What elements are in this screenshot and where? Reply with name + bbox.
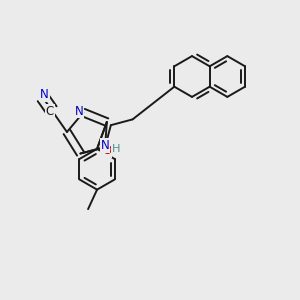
Text: C: C [46,105,54,118]
Text: H: H [112,144,121,154]
Text: N: N [101,139,110,152]
Text: N: N [40,88,49,101]
Text: N: N [74,104,83,118]
Text: O: O [102,144,111,157]
